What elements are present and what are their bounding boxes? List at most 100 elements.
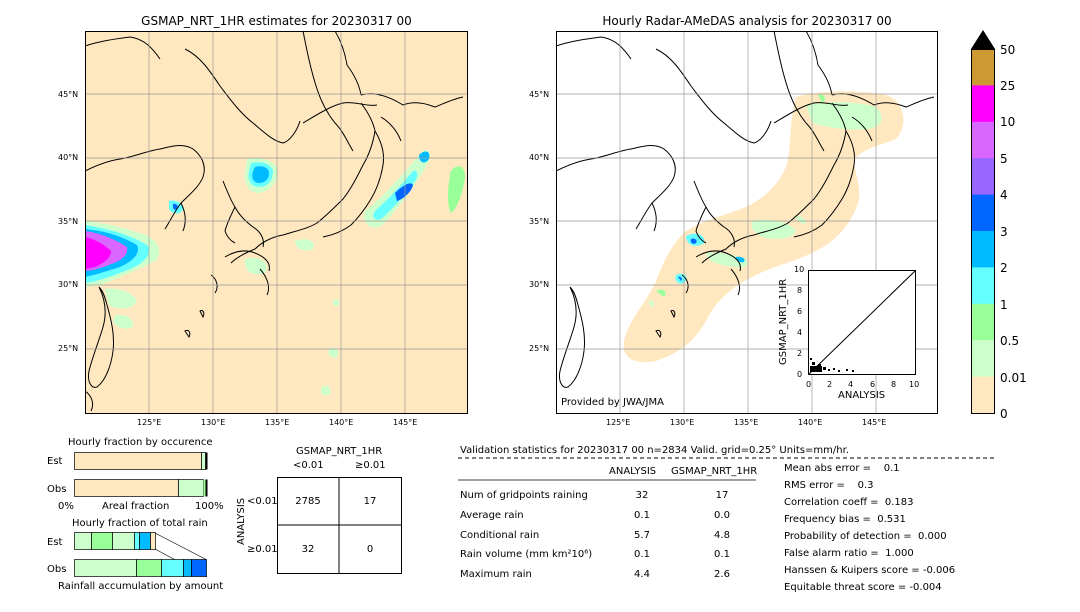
- scatter-ytick-0: 0: [797, 370, 803, 379]
- occurrence-row-est: Est: [47, 456, 63, 467]
- colorbar-label-0.01: 0.01: [1000, 371, 1027, 385]
- validation-row-label: Num of gridpoints raining: [460, 490, 588, 501]
- colorbar-segment: [971, 376, 995, 414]
- one-to-one-line: [808, 270, 916, 375]
- validation-dashed-line: [458, 457, 996, 459]
- contingency-row-ge: ≥0.01: [247, 544, 278, 555]
- colorbar-label-1: 1: [1000, 298, 1008, 312]
- score-pod: Probability of detection = 0.000: [784, 531, 947, 542]
- right-lat-25: 25°N: [529, 344, 550, 353]
- colorbar-label-2: 2: [1000, 261, 1008, 275]
- colorbar-over-arrow: [971, 30, 995, 49]
- amount-footer: Rainfall accumulation by amount: [58, 581, 224, 592]
- colorbar-label-0: 0: [1000, 407, 1008, 421]
- validation-row-analysis: 4.4: [634, 569, 650, 580]
- right-lat-45: 45°N: [529, 90, 550, 99]
- contingency-cell-hit: 0: [366, 544, 374, 555]
- validation-row-analysis: 32: [635, 490, 649, 501]
- left-map: [85, 31, 468, 414]
- left-lat-30: 30°N: [58, 280, 79, 289]
- colorbar-label-10: 10: [1000, 115, 1016, 129]
- left-lon-130: 130°E: [201, 418, 226, 427]
- left-lon-145: 145°E: [393, 418, 418, 427]
- occurrence-title: Hourly fraction by occurence: [68, 437, 213, 448]
- colorbar-segment: [971, 303, 995, 341]
- validation-row-analysis: 5.7: [634, 530, 650, 541]
- colorbar-segment: [971, 121, 995, 159]
- validation-header-rule: [458, 479, 756, 481]
- colorbar-segment: [971, 158, 995, 196]
- scatter-xtick-10: 10: [909, 380, 920, 389]
- validation-row-gsmap: 17: [715, 490, 729, 501]
- amount-row-obs: Obs: [47, 564, 67, 575]
- right-lon-140: 140°E: [798, 418, 823, 427]
- validation-row-analysis: 0.1: [634, 549, 650, 560]
- data-credit: Provided by JWA/JMA: [561, 397, 664, 408]
- right-lon-145: 145°E: [862, 418, 887, 427]
- left-map-grid: [85, 31, 468, 414]
- contingency-col-lt: <0.01: [293, 460, 324, 471]
- left-map-coastline: [85, 31, 464, 412]
- left-map-ocean: [85, 31, 468, 414]
- validation-col-analysis: ANALYSIS: [609, 466, 657, 477]
- validation-row-gsmap: 4.8: [714, 530, 730, 541]
- validation-row-label: Average rain: [460, 510, 524, 521]
- right-lat-35: 35°N: [529, 217, 550, 226]
- scatter-xtick-8: 8: [891, 380, 897, 389]
- validation-row-label: Rain volume (mm km²10⁶): [460, 549, 593, 560]
- validation-header: Validation statistics for 20230317 00 n=…: [460, 445, 849, 456]
- left-lon-125: 125°E: [137, 418, 162, 427]
- amount-title: Hourly fraction of total rain: [72, 518, 208, 529]
- right-lon-135: 135°E: [734, 418, 759, 427]
- left-map-title: GSMAP_NRT_1HR estimates for 20230317 00: [141, 14, 412, 28]
- colorbar-segment: [971, 267, 995, 305]
- contingency-cell-false-alarm: 17: [363, 496, 377, 507]
- colorbar-segment: [971, 194, 995, 232]
- score-frequency-bias: Frequency bias = 0.531: [784, 514, 906, 525]
- contingency-row-axis: ANALYSIS: [236, 497, 247, 545]
- score-ets: Equitable threat score = -0.004: [784, 582, 942, 593]
- left-lon-135: 135°E: [265, 418, 290, 427]
- scatter-xlabel: ANALYSIS: [838, 390, 886, 401]
- validation-row-label: Maximum rain: [460, 569, 532, 580]
- occurrence-axis-mid: Areal fraction: [102, 501, 170, 512]
- left-lon-140: 140°E: [329, 418, 354, 427]
- scatter-ytick-6: 6: [797, 307, 803, 316]
- colorbar-label-5: 5: [1000, 152, 1008, 166]
- occurrence-axis-left: 0%: [58, 501, 74, 512]
- colorbar-label-3: 3: [1000, 225, 1008, 239]
- right-lat-30: 30°N: [529, 280, 550, 289]
- contingency-row-lt: <0.01: [247, 496, 278, 507]
- colorbar-label-50: 50: [1000, 43, 1016, 57]
- score-correlation: Correlation coeff = 0.183: [784, 497, 914, 508]
- score-hk: Hanssen & Kuipers score = -0.006: [784, 565, 956, 576]
- scatter-xtick-0: 0: [806, 380, 812, 389]
- amount-row-est: Est: [47, 537, 63, 548]
- scatter-xtick-6: 6: [870, 380, 876, 389]
- score-mean-abs-error: Mean abs error = 0.1: [784, 463, 900, 474]
- scatter-inset: [808, 270, 916, 375]
- validation-col-gsmap: GSMAP_NRT_1HR: [671, 466, 758, 477]
- scatter-ytick-4: 4: [797, 328, 803, 337]
- score-far: False alarm ratio = 1.000: [784, 548, 914, 559]
- left-lat-35: 35°N: [58, 217, 79, 226]
- colorbar-label-25: 25: [1000, 79, 1016, 93]
- contingency-cell-miss: 32: [301, 544, 315, 555]
- colorbar-segment: [971, 85, 995, 123]
- right-map-title: Hourly Radar-AMeDAS analysis for 2023031…: [602, 14, 892, 28]
- occurrence-axis-right: 100%: [195, 501, 224, 512]
- validation-row-gsmap: 0.0: [714, 510, 730, 521]
- scatter-ytick-8: 8: [797, 286, 803, 295]
- left-map-rain: [85, 149, 465, 396]
- contingency-col-ge: ≥0.01: [355, 460, 386, 471]
- colorbar-label-0.5: 0.5: [1000, 334, 1020, 348]
- right-map-coastline: [556, 31, 935, 388]
- validation-row-gsmap: 2.6: [714, 569, 730, 580]
- right-lon-125: 125°E: [606, 418, 631, 427]
- validation-row-analysis: 0.1: [634, 510, 650, 521]
- left-lat-40: 40°N: [58, 153, 79, 162]
- contingency-cell-hit-neg: 2785: [295, 496, 321, 507]
- colorbar: [971, 30, 995, 414]
- left-lat-45: 45°N: [58, 90, 79, 99]
- validation-row-gsmap: 0.1: [714, 549, 730, 560]
